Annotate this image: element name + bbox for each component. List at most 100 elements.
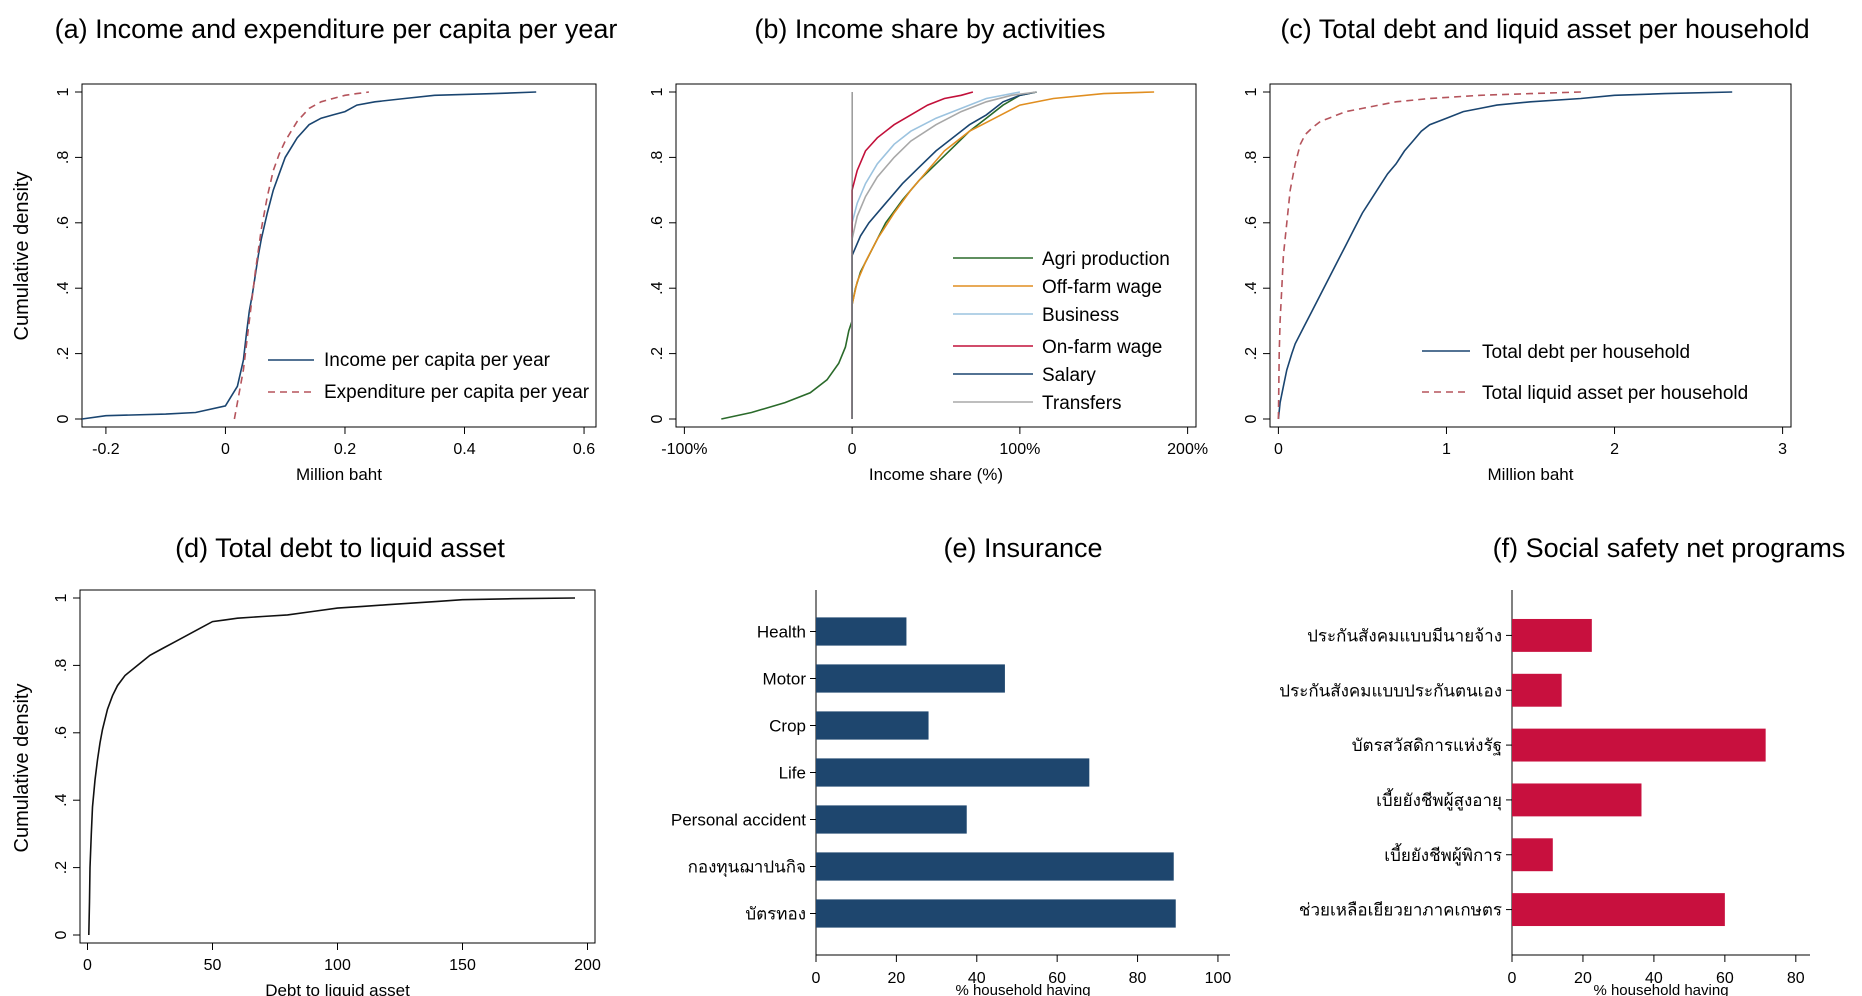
category-label: Life — [779, 764, 806, 783]
bar — [1512, 893, 1725, 927]
x-tick-label: 200% — [1167, 441, 1208, 458]
category-label: บัตรทอง — [745, 905, 806, 924]
x-tick-label: 0 — [848, 441, 857, 458]
x-tick-label: 1 — [1442, 441, 1451, 458]
legend-entry: Expenditure per capita per year — [324, 382, 590, 403]
x-tick-label: 0.4 — [453, 441, 475, 458]
chart-title: (b) Income share by activities — [754, 14, 1105, 44]
legend-entry: Total debt per household — [1482, 342, 1690, 363]
category-label: กองทุนฌาปนกิจ — [688, 858, 806, 878]
x-axis-label: Debt to liquid asset — [265, 981, 410, 996]
y-tick-label: 0 — [649, 414, 666, 423]
category-label: บัตรสวัสดิการแห่งรัฐ — [1352, 736, 1502, 756]
bar — [1512, 783, 1642, 817]
y-tick-label: .4 — [55, 281, 72, 294]
y-tick-label: .4 — [649, 281, 666, 294]
x-tick-label: 60 — [1048, 970, 1066, 987]
y-tick-label: .6 — [53, 726, 70, 739]
y-tick-label: 0 — [55, 414, 72, 423]
bar — [1512, 838, 1553, 872]
series-line-cdf — [88, 597, 576, 936]
y-tick-label: .8 — [55, 151, 72, 164]
series-line-salary — [851, 91, 1037, 419]
y-tick-label: 1 — [649, 87, 666, 96]
legend-entry: Business — [1042, 305, 1119, 326]
bar — [816, 852, 1174, 881]
x-tick-label: 100 — [324, 957, 351, 974]
series-line-off-farm-wage — [851, 91, 1155, 419]
x-tick-label: 200 — [574, 957, 601, 974]
x-tick-label: 3 — [1778, 441, 1787, 458]
panel-e: (e) Insurance 0 20 40 60 80 100 % household hav… — [671, 533, 1232, 996]
category-label: Motor — [763, 670, 807, 689]
category-label: เบี้ยยังชีพผู้สูงอายุ — [1376, 788, 1502, 811]
legend-entry: Total liquid asset per household — [1482, 383, 1748, 404]
y-tick-label: 1 — [55, 87, 72, 96]
x-axis-label: Income share (%) — [869, 465, 1003, 484]
y-tick-label: .2 — [649, 347, 666, 360]
legend-entry: Agri production — [1042, 249, 1170, 270]
x-tick-label: 80 — [1787, 970, 1805, 987]
series-line-business — [851, 91, 1021, 419]
bar — [816, 805, 967, 834]
x-tick-label: 150 — [449, 957, 476, 974]
x-tick-label: 20 — [1574, 970, 1592, 987]
x-tick-label: 0 — [1508, 970, 1517, 987]
chart-title: (f) Social safety net programs — [1493, 533, 1846, 563]
legend-entry: On-farm wage — [1042, 337, 1162, 358]
chart-title: (d) Total debt to liquid asset — [175, 533, 505, 563]
y-tick-label: .2 — [1243, 347, 1260, 360]
chart-title: (a) Income and expenditure per capita pe… — [55, 14, 618, 44]
x-tick-label: 40 — [1645, 970, 1663, 987]
x-axis-label: % household having — [1593, 982, 1728, 996]
y-tick-label: .8 — [649, 151, 666, 164]
panel-c: (c) Total debt and liquid asset per hous… — [1243, 14, 1809, 484]
bar — [1512, 673, 1562, 707]
bar — [816, 617, 907, 646]
x-tick-label: 20 — [887, 970, 905, 987]
y-tick-label: .6 — [1243, 216, 1260, 229]
x-tick-label: 100 — [1205, 970, 1232, 987]
x-tick-label: -100% — [661, 441, 707, 458]
y-tick-label: .6 — [649, 216, 666, 229]
y-tick-label: .4 — [53, 793, 70, 806]
bar — [816, 758, 1090, 787]
category-label: ประกันสังคมแบบมีนายจ้าง — [1307, 626, 1502, 645]
y-tick-label: .4 — [1243, 281, 1260, 294]
x-tick-label: 40 — [968, 970, 986, 987]
y-tick-label: 0 — [1243, 414, 1260, 423]
series-line-expenditure-per-capita-per-year — [233, 91, 370, 420]
category-label: ประกันสังคมแบบประกันตนเอง — [1279, 681, 1502, 700]
category-label: เบี้ยยังชีพผู้พิการ — [1384, 843, 1502, 866]
y-tick-label: .6 — [55, 216, 72, 229]
bar — [816, 711, 929, 740]
x-tick-label: 0 — [83, 957, 92, 974]
x-tick-label: 0.2 — [334, 441, 356, 458]
y-tick-label: 0 — [53, 930, 70, 939]
x-tick-label: 0.6 — [573, 441, 595, 458]
series-line-income-per-capita-per-year — [81, 91, 537, 420]
x-axis-label: Million baht — [1488, 465, 1574, 484]
chart-title: (e) Insurance — [943, 533, 1102, 563]
category-label: Crop — [769, 717, 806, 736]
plot-frame — [675, 83, 1197, 428]
bar — [816, 664, 1005, 693]
series-line-agri-production — [721, 91, 1037, 420]
x-axis-label: Million baht — [296, 465, 382, 484]
x-tick-label: 50 — [204, 957, 222, 974]
legend-entry: Income per capita per year — [324, 350, 551, 371]
y-tick-label: .2 — [53, 861, 70, 874]
panel-f: (f) Social safety net programs 0 20 40 60 80%… — [1279, 533, 1845, 996]
category-label: ช่วยเหลือเยียวยาภาคเกษตร — [1299, 901, 1502, 920]
y-axis-label: Cumulative density — [11, 172, 33, 341]
chart-title: (c) Total debt and liquid asset per hous… — [1280, 14, 1809, 44]
legend-entry: Salary — [1042, 365, 1096, 386]
plot-frame — [79, 589, 596, 944]
category-label: Personal accident — [671, 811, 806, 830]
panel-a: (a) Income and expenditure per capita pe… — [11, 14, 617, 484]
panel-b: (b) Income share by activities -100% 0 100%… — [649, 14, 1208, 484]
x-tick-label: 2 — [1610, 441, 1619, 458]
x-tick-label: 100% — [999, 441, 1040, 458]
panel-d: (d) Total debt to liquid asset 0 50 100 150 2… — [11, 533, 601, 996]
